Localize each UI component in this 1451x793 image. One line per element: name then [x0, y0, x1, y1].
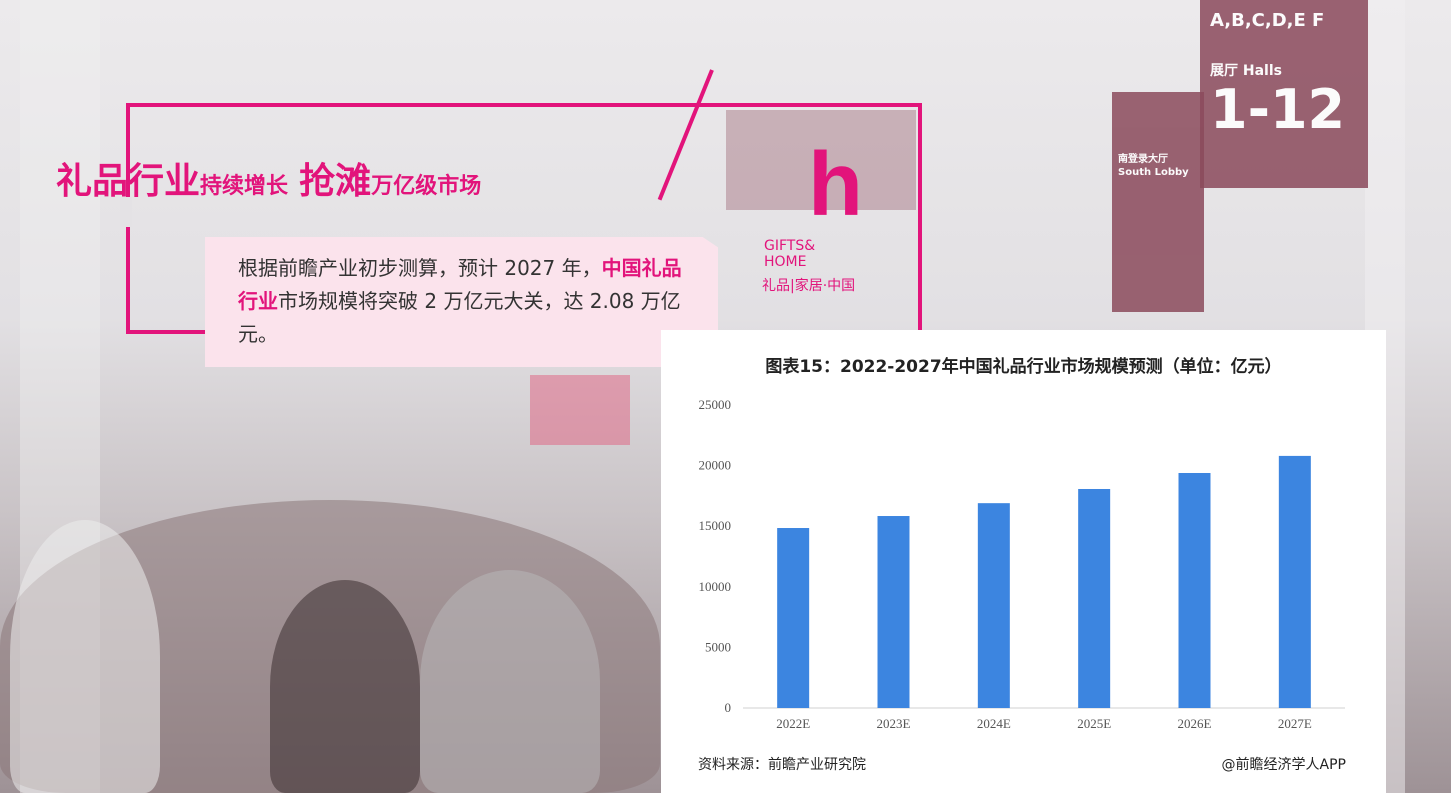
x-tick-label: 2023E [877, 716, 911, 730]
title-frame-right [918, 103, 922, 334]
summary-paragraph: 根据前瞻产业初步测算，预计 2027 年，中国礼品行业市场规模将突破 2 万亿元… [238, 252, 693, 351]
x-tick-label: 2026E [1178, 716, 1212, 730]
bar [1078, 488, 1111, 708]
bar [777, 528, 810, 708]
headline-part: 礼品行业 [56, 161, 201, 202]
bar [977, 503, 1010, 708]
bar [877, 516, 910, 708]
hall-sign: A,B,C,D,E F 展厅 Halls 1-12 [1200, 0, 1368, 188]
y-tick-label: 5000 [705, 639, 731, 654]
person [420, 570, 600, 793]
x-tick-label: 2024E [977, 716, 1011, 730]
para-text: 市场规模将突破 2 万亿元大关，达 2.08 万亿元。 [238, 289, 681, 346]
chart-title: 图表15：2022-2027年中国礼品行业市场规模预测（单位：亿元） [765, 357, 1282, 377]
person [270, 580, 420, 793]
chart-card: 图表15：2022-2027年中国礼品行业市场规模预测（单位：亿元） 0 5000… [661, 330, 1386, 793]
para-highlight: 中国礼品行业 [238, 256, 682, 313]
sign-text: 展厅 Halls [1210, 63, 1282, 79]
headline-part: 抢滩 [299, 161, 372, 202]
lobby-sign [726, 110, 916, 210]
y-tick-label: 15000 [699, 518, 732, 533]
bar [1178, 472, 1211, 708]
sign-text: 1-12 [1210, 78, 1346, 141]
bar [1278, 455, 1311, 708]
gifts-home-logo: h GIFTS& HOME 礼品|家居·中国 [760, 140, 880, 300]
y-tick-label: 0 [725, 700, 732, 715]
x-tick-label: 2022E [776, 716, 810, 730]
frame-gap [120, 197, 132, 227]
headline-part: 万亿级市场 [371, 174, 482, 199]
x-tick-label: 2025E [1077, 716, 1111, 730]
sign-text: 南登录大厅 South Lobby [1118, 154, 1189, 178]
bar-chart: 0 5000 10000 15000 20000 25000 2022E 2023E 2024E… [699, 397, 1345, 730]
y-tick-label: 20000 [699, 458, 732, 473]
chart-source: 资料来源：前瞻产业研究院 [698, 757, 866, 773]
hall-sign-small: 南登录大厅 South Lobby [1112, 92, 1204, 312]
para-text: 根据前瞻产业初步测算，预计 2027 年， [238, 256, 602, 280]
headline: 礼品行业持续增长 抢滩万亿级市场 [56, 152, 481, 204]
logo-line: GIFTS& [764, 238, 816, 254]
chart-credit: @前瞻经济学人APP [1221, 757, 1346, 773]
logo-subtitle: 礼品|家居·中国 [762, 278, 856, 294]
y-tick-label: 10000 [699, 579, 732, 594]
logo-mark: h [808, 140, 863, 232]
logo-line: HOME [764, 254, 807, 270]
booth-sign [530, 375, 630, 445]
headline-part: 持续增长 [200, 174, 289, 199]
text-box [205, 237, 718, 367]
logo-text: GIFTS& HOME [764, 238, 815, 270]
sign-text: A,B,C,D,E F [1210, 10, 1325, 31]
x-tick-label: 2027E [1278, 716, 1312, 730]
y-tick-label: 25000 [699, 397, 732, 412]
person [10, 520, 160, 793]
